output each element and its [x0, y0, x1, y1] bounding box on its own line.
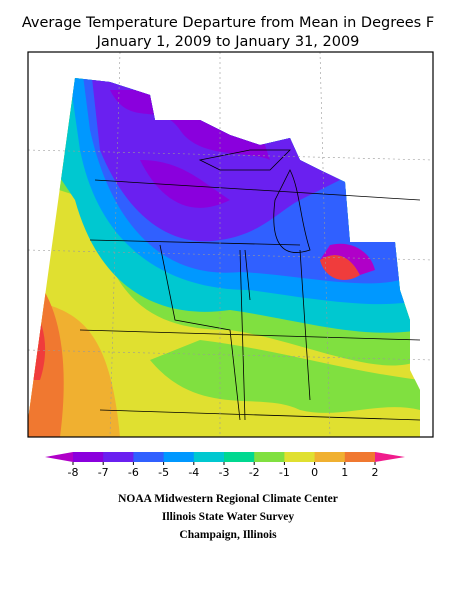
legend-swatch — [133, 452, 165, 462]
legend-arrow-low — [45, 452, 73, 462]
legend-tick-label: -6 — [128, 466, 139, 479]
map-subtitle: January 1, 2009 to January 31, 2009 — [96, 34, 360, 50]
footer-line: Champaign, Illinois — [179, 529, 277, 541]
legend-tick-label: 1 — [341, 466, 348, 479]
legend-tick-label: -5 — [158, 466, 169, 479]
legend-tick-label: -3 — [219, 466, 230, 479]
legend-swatch — [254, 452, 285, 462]
temperature-map — [28, 78, 420, 437]
state-borders — [79, 149, 421, 421]
legend-arrow-high — [375, 452, 405, 462]
footer-line: Illinois State Water Survey — [162, 511, 294, 523]
legend-swatch — [163, 452, 195, 462]
map-frame — [27, 51, 434, 438]
legend-tick-label: 2 — [372, 466, 379, 479]
legend-tick-label: -1 — [279, 466, 290, 479]
color-legend: -8 -7 -6 -5 -4 -3 -2 -1 0 1 2 — [45, 452, 405, 479]
legend-swatch — [103, 452, 134, 462]
legend-tick-label: -8 — [68, 466, 79, 479]
legend-swatch — [284, 452, 316, 462]
legend-swatch — [193, 452, 225, 462]
legend-tick-label: 0 — [311, 466, 318, 479]
legend-tick-label: -2 — [249, 466, 260, 479]
legend-tick-label: -4 — [188, 466, 199, 479]
legend-swatch — [73, 452, 104, 462]
graticule — [27, 51, 434, 438]
legend-swatch — [314, 452, 346, 462]
map-title: Average Temperature Departure from Mean … — [22, 15, 434, 31]
legend-tick-label: -7 — [98, 466, 109, 479]
legend-swatch — [344, 452, 376, 462]
footer-line: NOAA Midwestern Regional Climate Center — [118, 493, 338, 505]
legend-swatch — [224, 452, 255, 462]
